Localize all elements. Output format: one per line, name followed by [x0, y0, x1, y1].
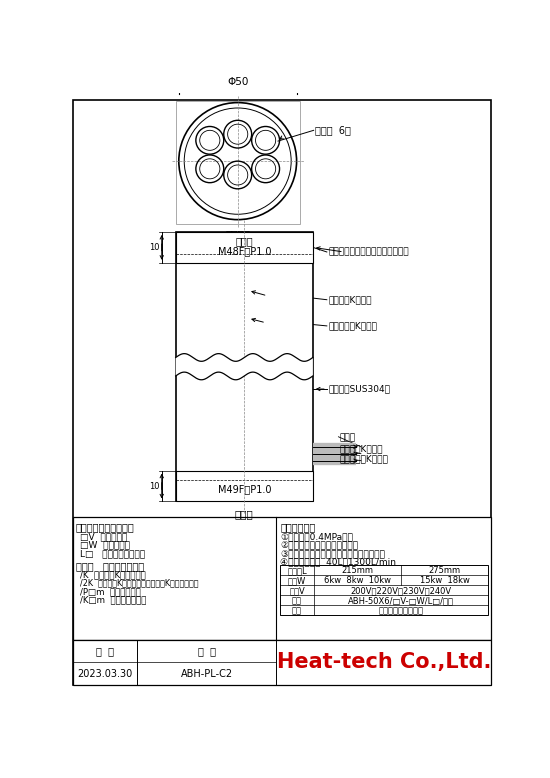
Text: 管長度L: 管長度L — [287, 566, 307, 575]
Text: 供氣口: 供氣口 — [235, 509, 254, 519]
Text: □W  電力的指定: □W 電力的指定 — [80, 541, 130, 550]
Text: Φ50: Φ50 — [227, 77, 249, 87]
Text: 型號: 型號 — [292, 596, 302, 605]
Text: 2023.03.30: 2023.03.30 — [77, 668, 133, 678]
Text: ②請供給氣體應該是取出幹燥。: ②請供給氣體應該是取出幹燥。 — [280, 541, 359, 550]
Bar — [279, 566, 488, 615]
Polygon shape — [175, 354, 313, 380]
Text: 内螺紋: 内螺紋 — [235, 237, 253, 246]
Text: 電力W: 電力W — [288, 576, 306, 585]
Text: 200V、220V、230V、240V: 200V、220V、230V、240V — [351, 586, 452, 595]
Text: /K  熱風溫度K熱電偶追加: /K 熱風溫度K熱電偶追加 — [80, 570, 146, 579]
Text: □V  電壓的指定: □V 電壓的指定 — [80, 532, 128, 541]
Text: 發熱體溫度K熱電偶: 發熱體溫度K熱電偶 — [340, 454, 389, 463]
Text: 【注意事項】: 【注意事項】 — [280, 522, 316, 532]
Text: ③不供給低溫氣體而加熱的話加熱器燒壞。: ③不供給低溫氣體而加熱的話加熱器燒壞。 — [280, 549, 385, 558]
Text: 275mm: 275mm — [428, 566, 461, 575]
Text: 我們公司將在尖端定制訂螺紋接頭: 我們公司將在尖端定制訂螺紋接頭 — [328, 247, 409, 257]
Text: 10: 10 — [149, 482, 160, 491]
Bar — [175, 101, 300, 224]
Text: 熱風溫度K熱電偶: 熱風溫度K熱電偶 — [340, 443, 383, 453]
Text: M49F・P1.0: M49F・P1.0 — [218, 484, 271, 494]
Bar — [73, 640, 491, 685]
Text: 發熱體溫度K熱電偶: 發熱體溫度K熱電偶 — [328, 321, 377, 331]
Text: 6kw  8kw  10kw: 6kw 8kw 10kw — [324, 576, 392, 585]
Bar — [175, 232, 313, 502]
Text: 15kw  18kw: 15kw 18kw — [420, 576, 470, 585]
Text: 番  號: 番 號 — [197, 647, 216, 656]
Text: 日  期: 日 期 — [96, 647, 114, 656]
Text: Heat-tech Co.,Ltd.: Heat-tech Co.,Ltd. — [277, 653, 491, 672]
Text: 電壓V: 電壓V — [289, 586, 305, 595]
Text: /K□m  熱電偶線長指定: /K□m 熱電偶線長指定 — [80, 595, 147, 605]
Text: 【在訂貨時規格指定】: 【在訂貨時規格指定】 — [76, 522, 134, 532]
Text: 發熱體  6本: 發熱體 6本 — [315, 125, 351, 135]
Text: 品名: 品名 — [292, 606, 302, 615]
Text: /P□m  電源線長指定: /P□m 電源線長指定 — [80, 587, 141, 596]
Text: 【選項   特別訂貨對應】: 【選項 特別訂貨對應】 — [76, 561, 144, 571]
Text: 電源線: 電源線 — [340, 434, 356, 443]
Bar — [175, 232, 313, 263]
Text: M48F・P1.0: M48F・P1.0 — [218, 246, 271, 256]
Bar — [73, 517, 491, 640]
Text: ABH-50X6/□V-□W/L□/選項: ABH-50X6/□V-□W/L□/選項 — [348, 596, 454, 605]
Text: 10: 10 — [149, 243, 160, 252]
Text: 並聯大型熱風加熱器: 並聯大型熱風加熱器 — [379, 606, 424, 615]
Text: 熱風溫度K熱電偶: 熱風溫度K熱電偶 — [328, 295, 372, 304]
Text: ABH-PL-C2: ABH-PL-C2 — [180, 668, 233, 678]
Text: L□   基準管長度的指定: L□ 基準管長度的指定 — [80, 549, 146, 558]
Text: 215mm: 215mm — [342, 566, 374, 575]
Text: /2K  熱風溫度K熱電偶和發熱體溫度K熱電偶的追加: /2K 熱風溫度K熱電偶和發熱體溫度K熱電偶的追加 — [80, 579, 199, 587]
Text: 熱風出口: 熱風出口 — [225, 229, 250, 239]
Text: ①這是耐壓0.4MPa的。: ①這是耐壓0.4MPa的。 — [280, 532, 353, 541]
Bar — [175, 471, 313, 502]
Text: ④氣體流量範圍  40L～1300L/min: ④氣體流量範圍 40L～1300L/min — [280, 558, 397, 566]
Text: 金屬管（SUS304）: 金屬管（SUS304） — [328, 384, 390, 394]
